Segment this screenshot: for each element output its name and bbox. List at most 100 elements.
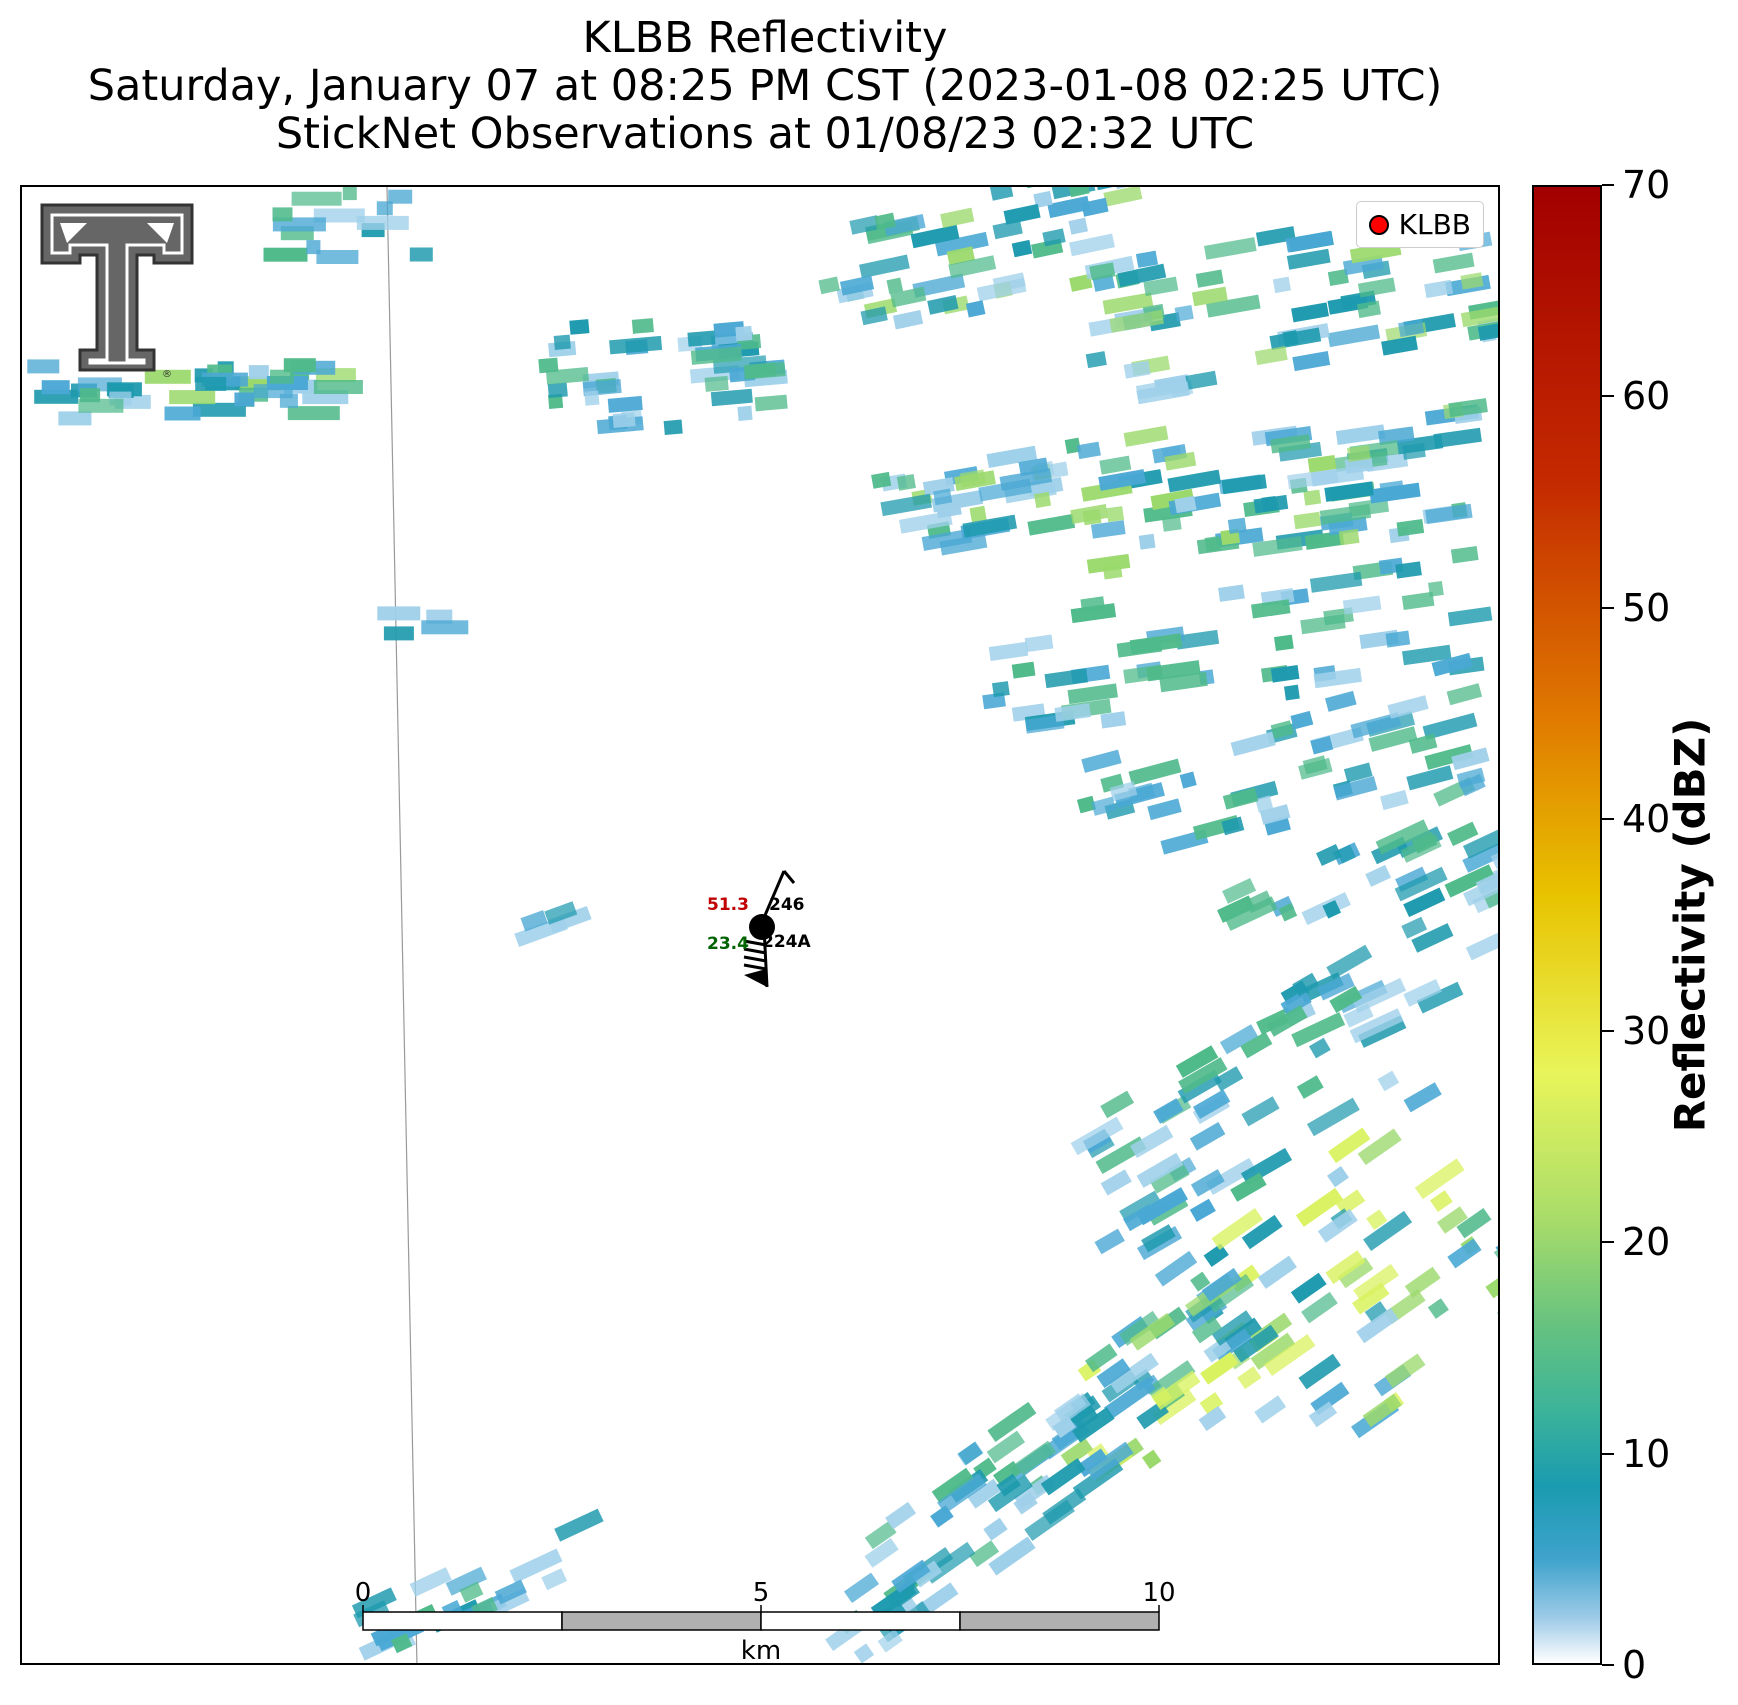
texas-tech-logo: ®	[40, 203, 194, 380]
reflectivity-cell	[234, 392, 255, 407]
reflectivity-cell	[1072, 1407, 1115, 1443]
reflectivity-cell	[1398, 319, 1425, 338]
reflectivity-cell	[376, 201, 393, 216]
reflectivity-cell	[1280, 989, 1312, 1016]
reflectivity-cell	[1201, 1267, 1242, 1302]
reflectivity-cell	[631, 318, 654, 334]
reflectivity-cell	[509, 1548, 563, 1584]
reflectivity-cell	[1033, 190, 1053, 209]
reflectivity-cell	[1114, 187, 1167, 190]
reflectivity-cell	[1446, 683, 1483, 706]
reflectivity-cell	[1264, 1334, 1316, 1376]
reflectivity-colorbar	[1532, 185, 1602, 1665]
reflectivity-cell	[704, 375, 729, 392]
reflectivity-cell	[1303, 489, 1322, 506]
reflectivity-cell	[1109, 309, 1165, 333]
reflectivity-cell	[1015, 1440, 1056, 1476]
reflectivity-cell	[1254, 1395, 1287, 1424]
reflectivity-cell	[1377, 1070, 1400, 1092]
reflectivity-cell	[1191, 1316, 1222, 1344]
reflectivity-cell	[1477, 320, 1498, 341]
reflectivity-cell	[1221, 474, 1267, 495]
reflectivity-cell	[1353, 1263, 1399, 1302]
colorbar-tick-mark	[1602, 818, 1614, 821]
reflectivity-cell	[1400, 833, 1442, 863]
reflectivity-cell	[1135, 250, 1159, 268]
reflectivity-cell	[1237, 1366, 1262, 1390]
reflectivity-cell	[1326, 944, 1373, 980]
reflectivity-cell	[1329, 985, 1363, 1014]
reflectivity-cell	[1493, 1222, 1498, 1264]
reflectivity-cell	[1174, 304, 1194, 322]
radar-map[interactable]: ® 51.3 246 23.4 224A 0	[20, 185, 1500, 1665]
reflectivity-cell	[1096, 1358, 1131, 1389]
reflectivity-cell	[992, 681, 1010, 698]
reflectivity-cell	[1252, 536, 1303, 557]
reflectivity-cell	[1274, 634, 1294, 651]
reflectivity-cell	[144, 369, 191, 384]
reflectivity-cell	[1357, 277, 1396, 298]
reflectivity-cell	[1040, 1458, 1086, 1496]
title-line-3: StickNet Observations at 01/08/23 02:32 …	[275, 109, 1255, 159]
station-marker[interactable]	[749, 914, 775, 940]
reflectivity-cell	[1222, 877, 1257, 904]
reflectivity-cell	[1310, 465, 1365, 487]
reflectivity-cell	[976, 277, 1027, 302]
reflectivity-cell	[860, 306, 888, 326]
reflectivity-cell	[1033, 491, 1052, 509]
reflectivity-cell	[962, 514, 1018, 538]
colorbar-tick-label: 40	[1622, 797, 1671, 842]
reflectivity-cell	[1175, 1045, 1219, 1078]
reflectivity-cell	[1307, 454, 1337, 473]
reflectivity-cell	[41, 380, 70, 395]
reflectivity-cell	[1309, 1037, 1331, 1059]
reflectivity-cell	[1337, 1257, 1374, 1289]
reflectivity-cell	[1310, 1381, 1350, 1416]
reflectivity-cell	[957, 1441, 984, 1466]
reflectivity-cell	[1381, 335, 1418, 356]
reflectivity-cell	[545, 367, 589, 385]
reflectivity-cell	[1245, 890, 1273, 914]
colorbar-tick-label: 10	[1622, 1431, 1671, 1476]
reflectivity-cell	[1147, 798, 1182, 821]
station-id: 224A	[762, 932, 811, 952]
scale-tick-0: 0	[355, 1578, 372, 1608]
colorbar-tick-mark	[1602, 1241, 1614, 1244]
reflectivity-cell	[263, 247, 308, 262]
reflectivity-cell	[986, 1430, 1026, 1464]
reflectivity-cell	[1103, 187, 1143, 207]
reflectivity-cell	[959, 469, 986, 488]
reflectivity-cell	[1394, 866, 1448, 902]
reflectivity-cell	[1304, 530, 1345, 550]
reflectivity-cell	[1117, 263, 1167, 288]
reflectivity-cell	[1333, 776, 1378, 801]
reflectivity-cell	[989, 187, 1014, 201]
reflectivity-cell	[1123, 360, 1151, 379]
reflectivity-cell	[931, 1467, 975, 1504]
reflectivity-cell	[1109, 1352, 1159, 1394]
reflectivity-cell	[1424, 744, 1474, 770]
reflectivity-cell	[1450, 545, 1479, 564]
reflectivity-cell	[1346, 445, 1371, 462]
reflectivity-cell	[1463, 879, 1498, 907]
reflectivity-cell	[1085, 351, 1107, 369]
reflectivity-cell	[316, 250, 359, 264]
reflectivity-cell	[1070, 1116, 1124, 1156]
reflectivity-cell	[1119, 1310, 1161, 1346]
reflectivity-cell	[1292, 972, 1320, 997]
colorbar-tick-mark	[1602, 1664, 1614, 1666]
reflectivity-cell	[1042, 1487, 1087, 1525]
reflectivity-cell	[1387, 695, 1429, 719]
reflectivity-cell	[886, 277, 904, 295]
reflectivity-cell	[1211, 1208, 1263, 1250]
reflectivity-cell	[421, 620, 469, 635]
reflectivity-cell	[988, 1536, 1036, 1576]
reflectivity-cell	[1044, 668, 1089, 689]
reflectivity-cell	[1497, 1293, 1498, 1325]
scale-tick-10: 10	[1142, 1578, 1175, 1608]
reflectivity-cell	[1250, 599, 1291, 619]
scale-tick-5: 5	[753, 1578, 770, 1608]
reflectivity-cell	[1310, 735, 1334, 755]
reflectivity-cell	[1325, 1250, 1366, 1285]
reflectivity-cell	[1143, 276, 1179, 297]
